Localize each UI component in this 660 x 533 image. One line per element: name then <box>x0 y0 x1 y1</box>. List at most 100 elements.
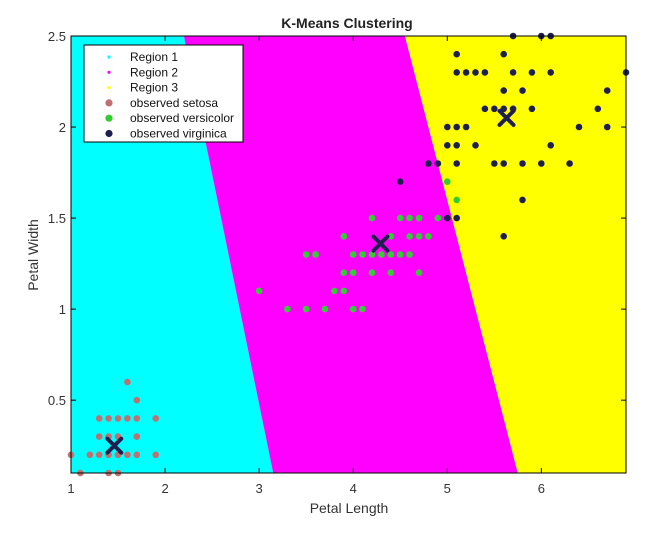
observed-versicolor-point <box>396 251 404 258</box>
observed-virginica-point <box>453 142 461 149</box>
observed-versicolor-point <box>302 305 310 313</box>
observed-versicolor-point <box>349 251 357 258</box>
legend-marker <box>105 114 113 122</box>
legend-marker <box>105 99 113 107</box>
observed-setosa-point <box>124 451 131 459</box>
observed-versicolor-point <box>396 214 404 222</box>
observed-versicolor-point <box>321 305 329 313</box>
observed-virginica-point <box>453 214 461 222</box>
observed-virginica-point <box>547 69 554 76</box>
x-tick-label: 1 <box>67 481 74 496</box>
centroid-marker <box>371 234 390 253</box>
observed-virginica-point <box>538 160 545 167</box>
observed-setosa-point <box>133 415 141 422</box>
observed-virginica-point <box>528 69 536 76</box>
region-3-area <box>404 36 626 473</box>
observed-versicolor-point <box>349 269 357 277</box>
legend-label: observed virginica <box>130 127 227 141</box>
observed-setosa-point <box>86 451 94 459</box>
y-axis-label: Petal Width <box>25 219 41 291</box>
x-tick-label: 2 <box>161 481 168 496</box>
legend-region-swatch <box>107 70 111 74</box>
observed-virginica-point <box>500 160 508 167</box>
observed-virginica-point <box>444 214 451 222</box>
observed-virginica-point <box>603 123 611 131</box>
observed-setosa-point <box>124 378 131 386</box>
observed-versicolor-point <box>444 178 451 185</box>
observed-virginica-point <box>491 160 498 167</box>
observed-setosa-point <box>95 415 103 422</box>
observed-virginica-point <box>603 87 611 94</box>
legend-label: Region 2 <box>130 65 178 79</box>
observed-virginica-point <box>462 69 470 76</box>
observed-versicolor-point <box>340 233 348 240</box>
x-axis-label: Petal Length <box>310 500 389 516</box>
chart-title: K-Means Clustering <box>281 15 412 31</box>
observed-setosa-point <box>133 451 141 459</box>
observed-virginica-point <box>575 123 583 131</box>
plot-frame <box>70 35 627 474</box>
observed-versicolor-point <box>415 214 423 222</box>
observed-virginica-point <box>491 105 498 113</box>
observed-virginica-point <box>462 123 470 131</box>
y-axis-ticks: 0.5 1 1.5 2 2.5 <box>48 29 626 408</box>
data-points <box>67 32 630 477</box>
y-tick-label: 1 <box>59 302 66 317</box>
observed-virginica-point <box>453 123 461 131</box>
observed-versicolor-point <box>425 233 432 240</box>
observed-versicolor-point <box>453 196 461 204</box>
y-tick-label: 2 <box>59 120 66 135</box>
legend-label: Region 3 <box>130 81 178 95</box>
x-tick-label: 6 <box>538 481 545 496</box>
observed-versicolor-point <box>387 233 395 240</box>
y-tick-label: 0.5 <box>48 393 66 408</box>
observed-virginica-point <box>519 87 526 94</box>
observed-versicolor-point <box>415 269 423 277</box>
observed-versicolor-point <box>387 269 395 277</box>
x-axis-ticks: 1 2 3 4 5 6 <box>67 36 545 496</box>
observed-virginica-point <box>453 69 461 76</box>
legend-region-swatch <box>107 55 111 59</box>
observed-versicolor-point <box>331 287 338 295</box>
legend-label: observed setosa <box>130 96 218 110</box>
observed-virginica-point <box>481 69 489 76</box>
observed-versicolor-point <box>359 305 366 313</box>
y-tick-label: 1.5 <box>48 211 66 226</box>
observed-versicolor-point <box>340 269 348 277</box>
observed-virginica-point <box>594 105 602 113</box>
observed-setosa-point <box>133 433 141 440</box>
observed-setosa-point <box>152 415 159 422</box>
observed-virginica-point <box>519 160 526 167</box>
observed-versicolor-point <box>368 251 376 258</box>
observed-setosa-point <box>133 396 141 404</box>
observed-versicolor-point <box>349 305 357 313</box>
x-tick-label: 4 <box>350 481 357 496</box>
observed-virginica-point <box>444 142 451 149</box>
legend-box <box>83 44 244 143</box>
x-tick-label: 3 <box>256 481 263 496</box>
observed-virginica-point <box>500 105 508 113</box>
observed-versicolor-point <box>406 251 413 258</box>
observed-setosa-point <box>105 415 112 422</box>
observed-virginica-point <box>472 142 479 149</box>
observed-virginica-point <box>481 105 489 113</box>
observed-virginica-point <box>547 142 554 149</box>
observed-virginica-point <box>528 105 536 113</box>
observed-virginica-point <box>500 50 508 58</box>
observed-setosa-point <box>95 451 103 459</box>
observed-virginica-point <box>444 123 451 131</box>
observed-versicolor-point <box>406 233 413 240</box>
observed-versicolor-point <box>368 214 376 222</box>
cluster-centroids <box>105 108 516 455</box>
observed-virginica-point <box>500 233 508 240</box>
observed-versicolor-point <box>387 251 395 258</box>
observed-virginica-point <box>434 160 442 167</box>
centroid-marker <box>105 436 124 455</box>
y-tick-label: 2.5 <box>48 29 66 44</box>
legend-label: Region 1 <box>130 50 178 64</box>
observed-versicolor-point <box>415 233 423 240</box>
observed-versicolor-point <box>284 305 291 313</box>
centroid-marker <box>497 108 516 127</box>
